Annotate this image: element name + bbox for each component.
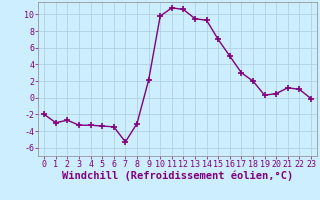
X-axis label: Windchill (Refroidissement éolien,°C): Windchill (Refroidissement éolien,°C) (62, 171, 293, 181)
